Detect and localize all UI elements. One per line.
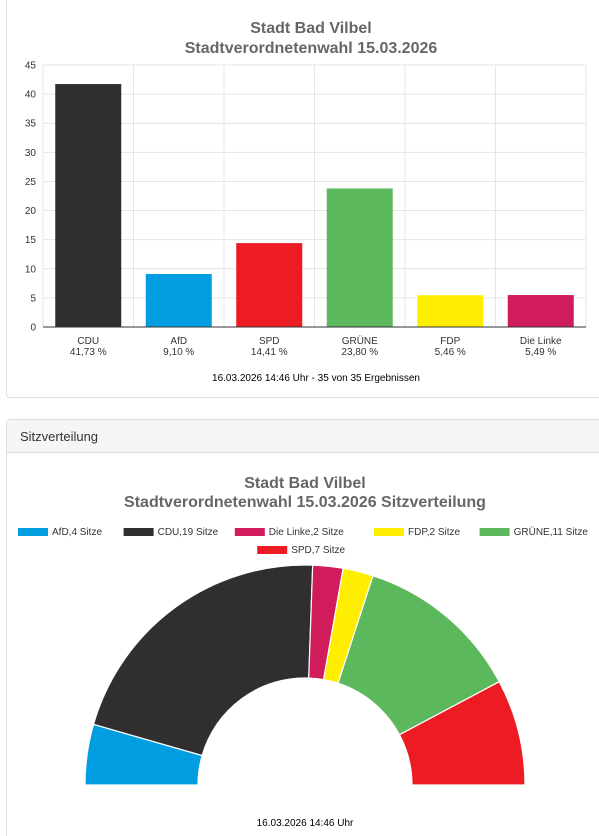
x-tick-label: FDP	[440, 336, 460, 347]
bar-die-linke[interactable]	[507, 295, 574, 327]
x-tick-label: AfD	[170, 336, 187, 347]
seat-distribution-header: Sitzverteilung	[7, 420, 599, 453]
value-label: 9,10 %	[163, 347, 194, 358]
y-tick-label: 5	[30, 293, 36, 304]
y-tick-label: 0	[30, 323, 36, 334]
seat-distribution-heading: Sitzverteilung	[20, 429, 99, 444]
value-label: 14,41 %	[251, 347, 288, 358]
bar-spd[interactable]	[236, 243, 303, 327]
bar-cdu[interactable]	[55, 84, 122, 327]
bar-fdp[interactable]	[417, 295, 484, 327]
y-axis: 0 5 10 15 20 25 30 35 40 45	[25, 61, 37, 334]
bar-afd[interactable]	[145, 274, 212, 327]
grid-lines	[42, 64, 587, 328]
y-tick-label: 45	[25, 61, 37, 72]
x-tick-label: GRÜNE	[342, 335, 378, 347]
value-label: 5,46 %	[435, 347, 466, 358]
y-tick-label: 15	[25, 235, 37, 246]
y-tick-label: 30	[25, 148, 37, 159]
results-caption: 16.03.2026 14:46 Uhr - 35 von 35 Ergebni…	[212, 373, 420, 384]
value-label: 5,49 %	[525, 347, 556, 358]
y-tick-label: 35	[25, 119, 37, 130]
bars	[55, 84, 574, 327]
y-tick-label: 40	[25, 90, 37, 101]
x-tick-label: SPD	[259, 336, 280, 347]
y-tick-label: 20	[25, 206, 37, 217]
seat-distribution-card: Sitzverteilung	[6, 419, 599, 836]
value-label: 41,73 %	[70, 347, 107, 358]
x-tick-label: CDU	[77, 336, 99, 347]
x-tick-label: Die Linke	[520, 336, 562, 347]
y-tick-label: 10	[25, 264, 37, 275]
bar-grüne[interactable]	[326, 188, 393, 327]
y-tick-label: 25	[25, 177, 37, 188]
bar-chart: Stadt Bad Vilbel Stadtverordnetenwahl 15…	[25, 20, 587, 384]
chart-subtitle: Stadtverordnetenwahl 15.03.2026	[185, 40, 438, 57]
value-label: 23,80 %	[341, 347, 378, 358]
chart-title: Stadt Bad Vilbel	[250, 20, 372, 37]
